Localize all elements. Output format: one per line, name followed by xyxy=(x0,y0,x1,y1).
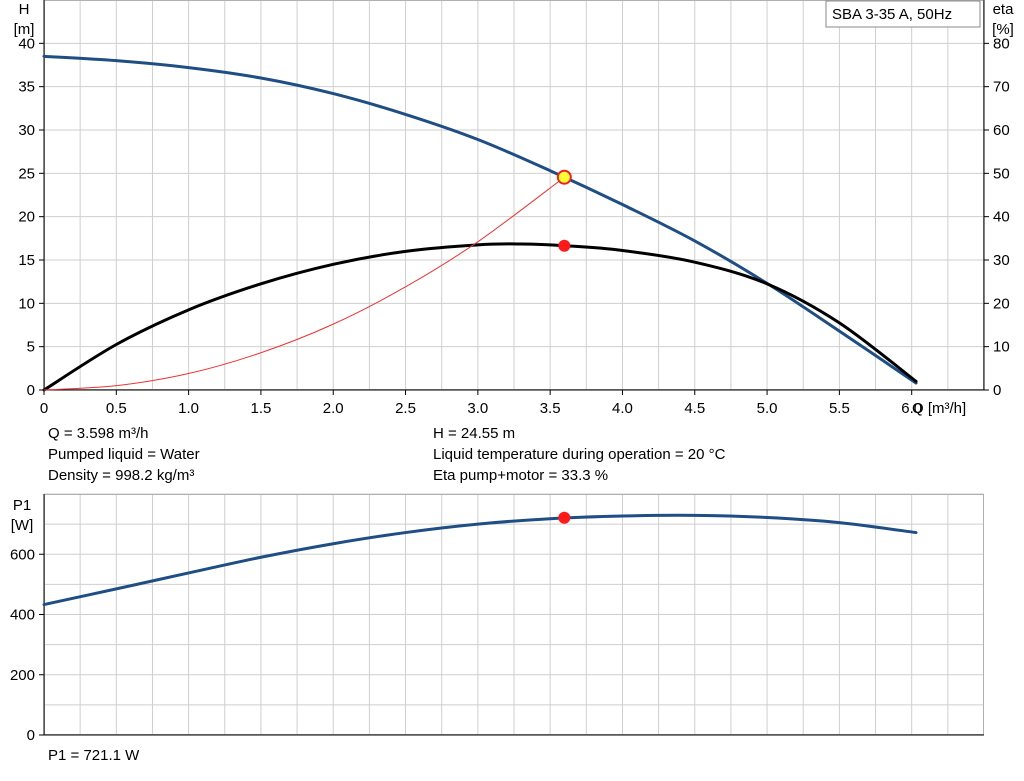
x-tick-label: 2.0 xyxy=(323,400,344,417)
left-y-tick-label: 20 xyxy=(18,209,35,226)
info-eta: Eta pump+motor = 33.3 % xyxy=(433,467,609,484)
info-power: P1 = 721.1 W xyxy=(48,747,140,764)
x-tick-label: 6.0 xyxy=(901,400,922,417)
duty-point-power-marker xyxy=(558,511,571,524)
right-y-axis-label: eta xyxy=(993,1,1015,18)
x-tick-label: 4.0 xyxy=(612,400,633,417)
info-density: Density = 998.2 kg/m³ xyxy=(48,467,195,484)
top-chart-grid xyxy=(44,0,984,390)
right-y-tick-label: 20 xyxy=(993,295,1010,312)
x-tick-label: 4.5 xyxy=(684,400,705,417)
duty-point-head-marker xyxy=(556,169,572,185)
head-curve xyxy=(42,54,918,385)
right-y-tick-label: 50 xyxy=(993,165,1010,182)
right-y-tick-label: 30 xyxy=(993,252,1010,269)
left-y-tick-label: 35 xyxy=(18,79,35,96)
x-tick-label: 0.5 xyxy=(106,400,127,417)
left-y-axis-unit: [m] xyxy=(14,21,35,38)
legend-box xyxy=(825,0,981,28)
x-tick-label: 3.0 xyxy=(467,400,488,417)
info-head: H = 24.55 m xyxy=(433,425,516,442)
right-y-axis-unit: [%] xyxy=(992,21,1014,38)
power-curve xyxy=(42,513,918,607)
left-y-tick-label: 30 xyxy=(18,122,35,139)
x-axis-label: Q [m³/h] xyxy=(912,400,966,417)
left-y-tick-label: 5 xyxy=(27,339,35,356)
system-curve xyxy=(43,176,565,391)
x-tick-label: 0 xyxy=(40,400,48,417)
left-y-tick-label: 10 xyxy=(18,295,35,312)
right-y-tick-label: 0 xyxy=(993,382,1001,399)
bottom-chart-grid xyxy=(44,493,984,735)
bottom-y-tick-label: 600 xyxy=(10,546,35,563)
left-y-tick-label: 15 xyxy=(18,252,35,269)
x-tick-label: 1.0 xyxy=(178,400,199,417)
x-tick-label: 1.5 xyxy=(250,400,271,417)
left-y-tick-label: 40 xyxy=(18,35,35,52)
info-pumped-liquid: Pumped liquid = Water xyxy=(48,446,200,463)
right-y-tick-label: 80 xyxy=(993,35,1010,52)
duty-point-eta-marker xyxy=(558,239,571,252)
right-y-tick-label: 70 xyxy=(993,79,1010,96)
right-y-tick-label: 60 xyxy=(993,122,1010,139)
info-liquid-temperature: Liquid temperature during operation = 20… xyxy=(433,446,726,463)
left-y-tick-label: 0 xyxy=(27,382,35,399)
left-y-axis-label: H xyxy=(19,1,30,18)
x-tick-label: 5.5 xyxy=(829,400,850,417)
bottom-y-tick-label: 400 xyxy=(10,607,35,624)
bottom-y-axis-unit: [W] xyxy=(11,517,34,534)
right-y-tick-label: 10 xyxy=(993,339,1010,356)
bottom-y-tick-label: 0 xyxy=(27,727,35,744)
bottom-y-axis-label: P1 xyxy=(13,497,31,514)
left-y-tick-label: 25 xyxy=(18,165,35,182)
efficiency-curve xyxy=(42,242,918,392)
x-tick-label: 3.5 xyxy=(540,400,561,417)
x-tick-label: 2.5 xyxy=(395,400,416,417)
x-tick-label: 5.0 xyxy=(757,400,778,417)
right-y-tick-label: 40 xyxy=(993,209,1010,226)
legend-text: SBA 3-35 A, 50Hz xyxy=(832,6,952,23)
bottom-y-tick-label: 200 xyxy=(10,667,35,684)
info-flow: Q = 3.598 m³/h xyxy=(48,425,149,442)
